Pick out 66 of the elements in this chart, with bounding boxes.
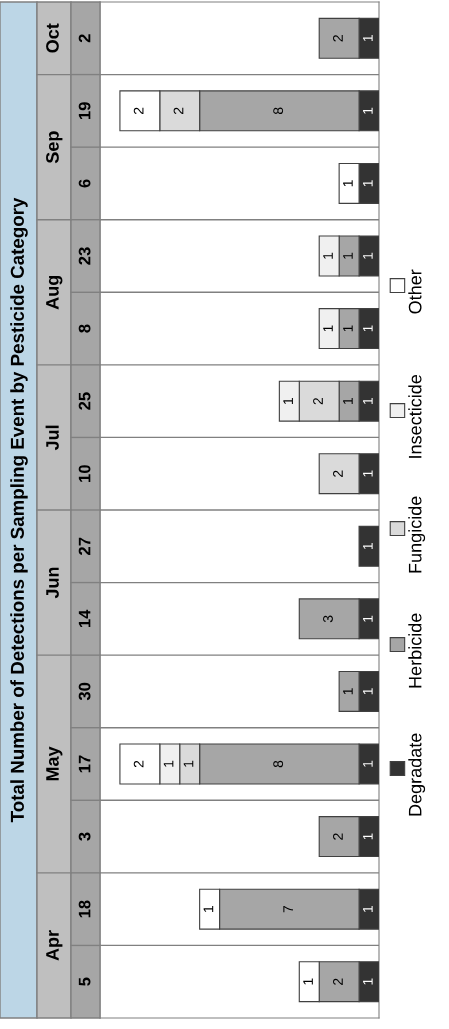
data-label: 1 <box>283 397 293 404</box>
y-tick-label: 30 <box>78 682 91 701</box>
data-label: 1 <box>323 252 333 259</box>
data-label: 1 <box>343 688 353 695</box>
text: Apr <box>46 930 63 961</box>
y-tick-label: 10 <box>78 465 91 482</box>
data-label: 1 <box>363 107 373 114</box>
bar <box>358 525 379 567</box>
data-label: 1 <box>363 470 373 477</box>
data-label: 2 <box>333 833 343 840</box>
text: Aug <box>46 275 63 310</box>
data-label: 2 <box>173 107 184 115</box>
y-tick-label: 19 <box>78 102 91 120</box>
data-label: 2 <box>333 978 343 985</box>
data-label: 3 <box>323 615 333 623</box>
data-label: 1 <box>363 833 373 840</box>
data-label: 1 <box>343 397 353 404</box>
data-label: 1 <box>363 325 373 332</box>
data-label: 1 <box>363 615 373 622</box>
data-label: 1 <box>343 325 353 332</box>
data-label: 1 <box>363 180 373 187</box>
y-tick-label: 3 <box>78 832 91 841</box>
y-tick-label: 27 <box>78 537 91 555</box>
data-label: 8 <box>273 760 284 768</box>
data-label: 1 <box>363 688 373 695</box>
y-tick-label: 8 <box>78 324 91 333</box>
y-tick-label: 6 <box>78 179 91 188</box>
data-label: 1 <box>363 760 373 767</box>
y-tick-label: 25 <box>78 392 91 410</box>
text: Sep <box>46 131 63 164</box>
y-tick-label: 18 <box>78 900 91 918</box>
data-label: 1 <box>303 978 313 985</box>
y-tick-label: 14 <box>78 609 91 628</box>
data-label: 1 <box>323 325 333 332</box>
text: May <box>46 746 63 781</box>
text: Jun <box>46 567 59 599</box>
data-label: 2 <box>133 760 144 768</box>
data-label: 7 <box>283 905 293 913</box>
data-label: 1 <box>343 252 353 259</box>
data-label: 1 <box>163 760 174 767</box>
data-label: 2 <box>133 107 144 115</box>
data-label: 1 <box>363 543 373 550</box>
legend-label: Fungicide <box>408 496 426 573</box>
legend-label: Degradate <box>408 733 426 816</box>
data-label: 1 <box>363 905 373 912</box>
data-label: 1 <box>343 180 353 187</box>
y-tick-label: 2 <box>78 34 91 43</box>
data-label: 1 <box>183 760 194 767</box>
data-label: 2 <box>333 35 343 42</box>
text: Oct <box>46 23 59 53</box>
text: Total Number of Detections per Sampling Event by Pesticide Category <box>10 197 28 823</box>
y-tick-label: 5 <box>78 977 91 986</box>
data-label: 1 <box>363 252 373 259</box>
data-label: 8 <box>273 107 284 115</box>
y-tick-label: 23 <box>78 247 91 265</box>
data-label: 1 <box>363 35 373 42</box>
data-label: 1 <box>363 397 373 404</box>
data-label: 2 <box>313 397 323 405</box>
legend-label: Herbicide <box>408 613 422 688</box>
y-tick-label: 17 <box>78 755 91 773</box>
data-label: 2 <box>333 470 343 477</box>
legend-label: Other <box>408 269 422 314</box>
legend-label: Insecticide <box>408 374 422 458</box>
data-label: 1 <box>203 905 214 912</box>
text: Jul <box>45 425 59 451</box>
data-label: 1 <box>363 978 373 985</box>
